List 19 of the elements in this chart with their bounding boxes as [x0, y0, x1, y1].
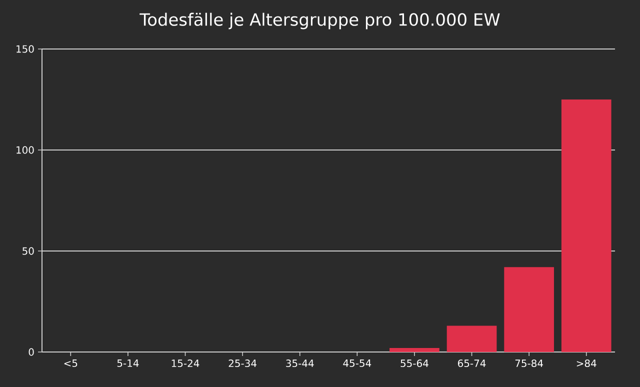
y-tick-label: 0 — [28, 348, 34, 356]
y-tick-label: 150 — [16, 45, 34, 53]
y-tick-label: 100 — [16, 146, 34, 154]
x-tick-label: 75-84 — [515, 360, 543, 368]
x-tick-label: 25-34 — [228, 360, 256, 368]
x-tick-label: 15-24 — [172, 360, 200, 368]
chart-title: Todesfälle je Altersgruppe pro 100.000 EW — [140, 12, 500, 30]
x-tick-label: 45-54 — [343, 360, 372, 367]
x-tick-label: 5-14 — [117, 360, 139, 367]
bar — [561, 99, 612, 352]
x-tick-label: 55-64 — [400, 360, 428, 368]
bar — [504, 267, 554, 352]
bar — [390, 348, 440, 352]
x-tick-label: 35-44 — [286, 360, 314, 368]
x-tick-label: 65-74 — [458, 360, 486, 368]
x-tick-label: >84 — [576, 360, 596, 368]
y-tick-label: 50 — [22, 247, 34, 255]
x-tick-label: <5 — [64, 360, 78, 367]
bar — [446, 326, 497, 352]
